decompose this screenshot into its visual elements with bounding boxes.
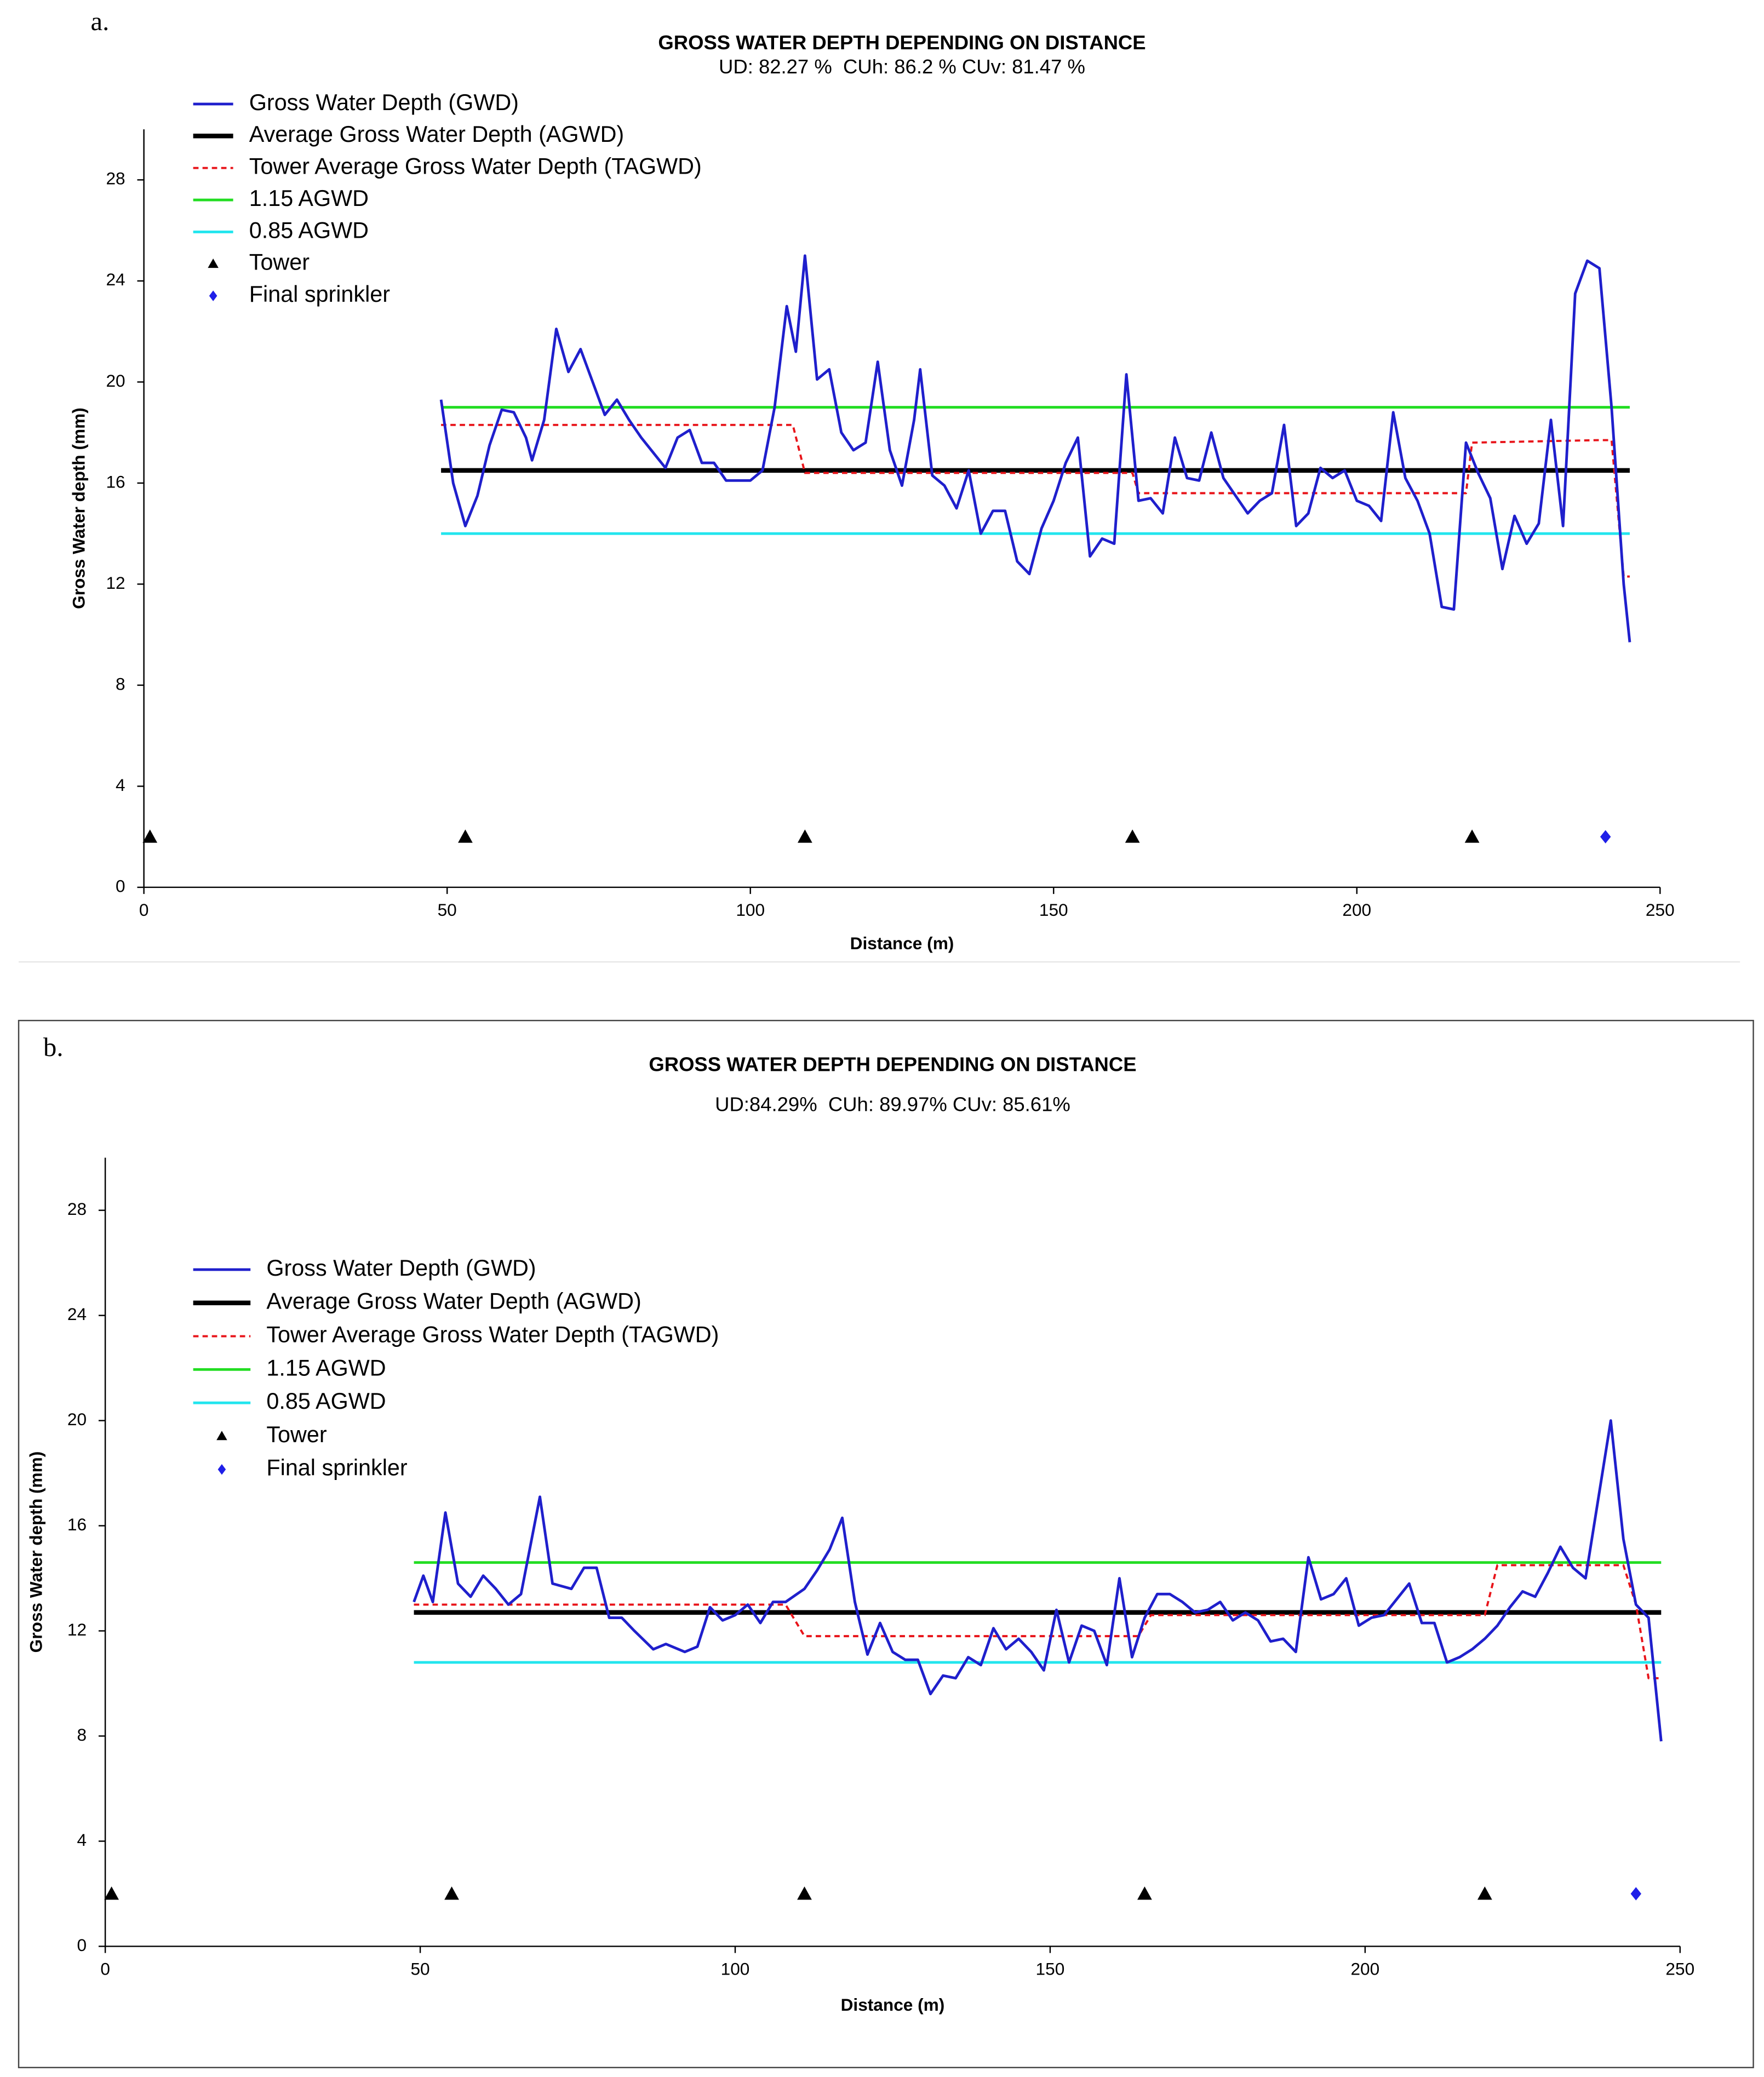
legend-marker <box>216 1431 227 1441</box>
x-tick-label: 0 <box>100 1959 110 1979</box>
legend-label: 0.85 AGWD <box>249 217 369 243</box>
y-tick-label: 28 <box>67 1199 87 1219</box>
x-tick-label: 150 <box>1036 1959 1065 1979</box>
y-tick-label: 8 <box>116 674 125 693</box>
y-tick-label: 12 <box>106 573 125 593</box>
series-line <box>439 254 1631 642</box>
chart-subtitle: UD:84.29% CUh: 89.97% CUv: 85.61% <box>715 1093 1070 1115</box>
panel-label: a. <box>91 7 110 36</box>
y-tick-label: 4 <box>116 775 125 795</box>
panel-label: b. <box>43 1032 63 1062</box>
x-tick-label: 250 <box>1665 1959 1694 1979</box>
legend-label: Average Gross Water Depth (AGWD) <box>266 1289 641 1314</box>
x-axis-title: Distance (m) <box>850 933 954 953</box>
series-line <box>441 423 1630 578</box>
x-tick-label: 150 <box>1039 900 1068 920</box>
legend-label: Gross Water Depth (GWD) <box>266 1255 536 1281</box>
legend-label: 0.85 AGWD <box>266 1389 386 1414</box>
marker <box>1477 1886 1492 1900</box>
y-tick-label: 0 <box>77 1935 87 1955</box>
y-tick-label: 24 <box>106 269 125 289</box>
chart-title: GROSS WATER DEPTH DEPENDING ON DISTANCE <box>649 1053 1136 1075</box>
marker <box>142 829 158 843</box>
legend-label: Tower <box>249 250 310 275</box>
x-tick-label: 0 <box>139 900 149 920</box>
x-tick-label: 200 <box>1350 1959 1379 1979</box>
legend-label: Final sprinkler <box>266 1455 407 1481</box>
y-tick-label: 20 <box>106 371 125 391</box>
x-axis-title: Distance (m) <box>841 1995 945 2015</box>
legend-label: Tower Average Gross Water Depth (TAGWD) <box>249 154 702 179</box>
series-line <box>414 1564 1662 1679</box>
chart-title: GROSS WATER DEPTH DEPENDING ON DISTANCE <box>658 31 1146 54</box>
y-tick-label: 0 <box>116 876 125 896</box>
marker <box>104 1886 119 1900</box>
x-tick-label: 100 <box>736 900 765 920</box>
legend-label: 1.15 AGWD <box>249 186 369 211</box>
x-tick-label: 200 <box>1342 900 1371 920</box>
legend-label: Tower Average Gross Water Depth (TAGWD) <box>266 1322 719 1347</box>
y-tick-label: 16 <box>106 472 125 491</box>
legend-label: 1.15 AGWD <box>266 1355 386 1380</box>
x-tick-label: 50 <box>410 1959 429 1979</box>
legend-label: Average Gross Water Depth (AGWD) <box>249 122 624 147</box>
marker <box>458 829 473 843</box>
series-line <box>413 1419 1663 1742</box>
legend-label: Final sprinkler <box>249 282 390 307</box>
marker <box>1630 1887 1642 1901</box>
legend-label: Tower <box>266 1422 327 1447</box>
panel-frame <box>18 1019 1754 2068</box>
marker <box>1125 829 1140 843</box>
y-tick-label: 8 <box>77 1725 87 1745</box>
y-tick-label: 24 <box>67 1304 87 1324</box>
y-tick-label: 16 <box>67 1514 87 1534</box>
legend-marker <box>208 259 219 268</box>
x-tick-label: 100 <box>721 1959 750 1979</box>
y-tick-label: 28 <box>106 169 125 188</box>
x-tick-label: 50 <box>438 900 457 920</box>
y-axis-title: Gross Water depth (mm) <box>26 1451 45 1653</box>
marker <box>1137 1886 1152 1900</box>
marker <box>1600 830 1611 844</box>
x-tick-label: 250 <box>1646 900 1675 920</box>
y-tick-label: 4 <box>77 1830 87 1850</box>
marker <box>444 1886 459 1900</box>
y-tick-label: 12 <box>67 1620 87 1639</box>
chart-subtitle: UD: 82.27 % CUh: 86.2 % CUv: 81.47 % <box>719 55 1085 78</box>
legend-label: Gross Water Depth (GWD) <box>249 90 519 115</box>
y-axis-title: Gross Water depth (mm) <box>68 408 88 609</box>
y-tick-label: 20 <box>67 1409 87 1429</box>
marker <box>797 829 812 843</box>
marker <box>1464 829 1480 843</box>
marker <box>797 1886 812 1900</box>
